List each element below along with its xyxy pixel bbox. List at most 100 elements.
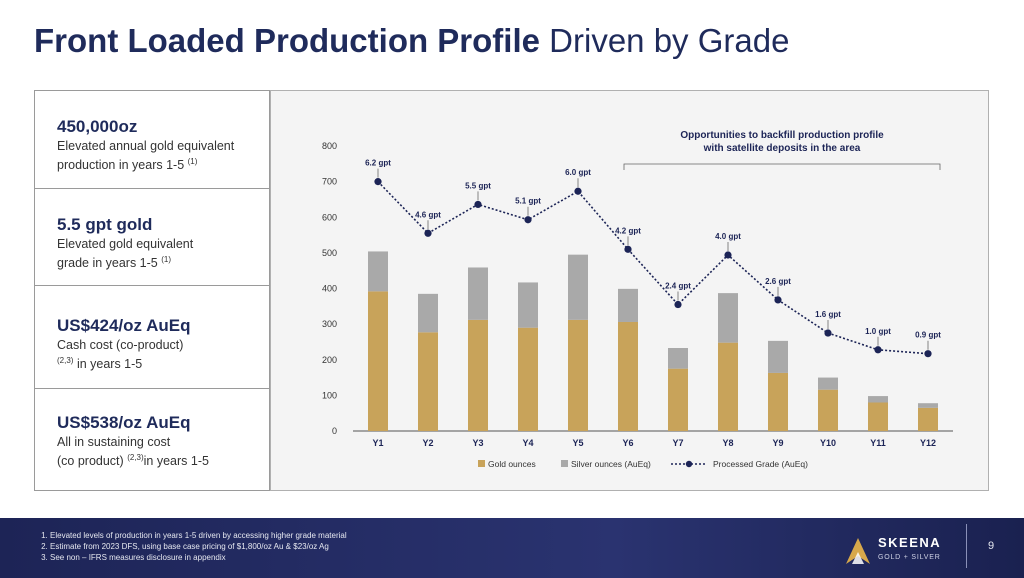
grade-label: 6.2 gpt [365,159,391,168]
production-chart: 0 100 200 300 400 500 600 700 800 Y1 Y2 Y3 Y4 Y5 Y6 Y7 Y… [322,130,953,469]
stat-desc: All in sustaining cost (co product) (2,3… [57,435,209,469]
stats-panel: 450,000oz Elevated annual gold equivalen… [34,90,270,491]
bar-silver [818,377,838,390]
bar-silver [668,347,688,369]
bar-silver [918,403,938,408]
annotation-line-2: with satellite deposits in the area [703,143,861,154]
x-tick-label: Y3 [472,438,483,448]
x-tick-label: Y12 [920,438,936,448]
stat-aisc: US$538/oz AuEq All in sustaining cost (c… [35,389,269,490]
bar-gold [618,321,638,431]
y-tick-label: 600 [322,212,337,222]
grade-label: 4.2 gpt [615,226,641,235]
y-tick-label: 800 [322,141,337,151]
title-bold: Front Loaded Production Profile [34,22,540,59]
bar-silver [618,288,638,322]
stat-cash-cost: US$424/oz AuEq Cash cost (co-product) (2… [35,286,269,389]
bar-silver [768,340,788,373]
bar-gold [768,372,788,431]
annotation-line-1: Opportunities to backfill production pro… [680,130,884,141]
bar-silver [568,254,588,320]
stat-production: 450,000oz Elevated annual gold equivalen… [35,91,269,189]
y-tick-label: 700 [322,177,337,187]
grade-label: 1.0 gpt [865,327,891,336]
page-title: Front Loaded Production Profile Driven b… [34,22,789,60]
legend-swatch-point [685,460,693,468]
stat-desc: Elevated annual gold equivalent producti… [57,139,235,173]
legend-swatch-gold [478,460,485,467]
bar-gold [668,368,688,431]
grade-line [377,181,929,355]
grade-point [474,200,482,209]
bar-gold [818,389,838,431]
stat-value: 450,000oz [57,117,138,136]
bar-gold [518,327,538,431]
bar-gold [368,291,388,431]
x-tick-label: Y4 [522,438,533,448]
bar-gold [718,342,738,431]
bar-silver [368,251,388,292]
grade-point [424,229,432,237]
legend-swatch-silver [561,460,568,467]
x-tick-label: Y11 [870,438,886,448]
bar-gold [918,407,938,431]
stat-desc: Elevated gold equivalent grade in years … [57,237,194,271]
logo-sub: GOLD + SILVER [878,554,941,561]
bar-silver [868,396,888,403]
x-tick-label: Y7 [672,438,683,448]
bar-silver [418,293,438,333]
grade-point [874,346,882,354]
grade-point [624,245,632,253]
grade-point [574,187,582,195]
legend-label-gold: Gold ounces [488,459,536,469]
bar-gold [868,402,888,431]
grade-label: 4.6 gpt [415,210,441,219]
y-tick-label: 100 [322,390,337,400]
footnote: Elevated levels of production in years 1… [50,530,347,541]
grade-point [524,216,532,224]
grade-point [824,329,832,337]
grade-label: 5.1 gpt [515,197,541,206]
legend-label-grade: Processed Grade (AuEq) [713,459,808,469]
y-tick-label: 500 [322,248,337,258]
page-number: 9 [988,540,995,552]
x-tick-label: Y5 [572,438,583,448]
bar-silver [518,282,538,328]
stat-grade: 5.5 gpt gold Elevated gold equivalent gr… [35,189,269,286]
bar-gold [468,319,488,431]
grade-point [724,251,732,259]
legend-label-silver: Silver ounces (AuEq) [571,459,651,469]
grade-point [374,178,382,186]
stat-value: US$538/oz AuEq [57,413,191,432]
x-tick-label: Y1 [372,438,383,448]
stat-desc: Cash cost (co-product) (2,3) in years 1-… [57,338,184,372]
bar-gold [568,319,588,431]
chart-panel: 0 100 200 300 400 500 600 700 800 Y1 Y2 Y3 Y4 Y5 Y6 Y7 Y… [270,90,989,491]
grade-label: 1.6 gpt [815,310,841,319]
logo-brand: SKEENA [878,535,941,550]
y-tick-label: 0 [332,426,337,436]
grade-label: 6.0 gpt [565,168,591,177]
title-regular: Driven by Grade [549,22,790,59]
footnotes: Elevated levels of production in years 1… [36,530,347,563]
annotation-bracket [623,163,941,170]
bar-gold [418,332,438,431]
x-tick-label: Y6 [622,438,633,448]
y-tick-label: 400 [322,284,337,294]
grade-label: 2.6 gpt [765,277,791,286]
grade-label: 5.5 gpt [465,181,491,190]
stat-value: US$424/oz AuEq [57,316,191,335]
x-tick-label: Y9 [772,438,783,448]
bar-silver [468,267,488,320]
y-tick-label: 200 [322,355,337,365]
footer: Elevated levels of production in years 1… [0,518,1024,578]
footnote: Estimate from 2023 DFS, using base case … [50,541,347,552]
x-tick-label: Y10 [820,438,836,448]
grade-point [674,300,682,309]
grade-label: 2.4 gpt [665,282,691,291]
stat-value: 5.5 gpt gold [57,215,153,234]
y-tick-label: 300 [322,319,337,329]
footer-divider [966,524,967,568]
grade-label: 0.9 gpt [915,331,941,340]
skeena-logo: SKEENA GOLD + SILVER [846,535,941,564]
